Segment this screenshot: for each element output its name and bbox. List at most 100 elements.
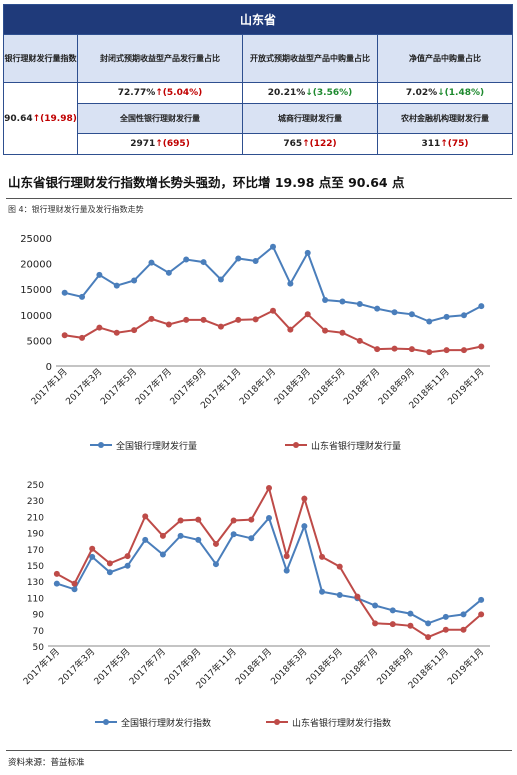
header-national: 全国性银行理财发行量 (77, 103, 243, 134)
x-tick-label: 2018年3月 (268, 646, 309, 687)
index-value: 90.64 (4, 113, 33, 124)
rural-value: 311 (421, 139, 441, 149)
data-point (425, 620, 432, 627)
y-tick-label: 10000 (20, 311, 52, 322)
header-open-share: 开放式预期收益型产品中购量占比 (242, 34, 378, 83)
data-point (113, 329, 120, 336)
data-point (212, 561, 219, 568)
data-point (235, 255, 242, 262)
data-point (248, 535, 255, 542)
y-tick-label: 25000 (20, 234, 52, 245)
divider-top (6, 198, 512, 199)
data-point (106, 569, 113, 576)
data-point (270, 243, 276, 250)
data-point (478, 596, 485, 603)
data-point (165, 321, 172, 328)
open-share-value: 20.21% (267, 88, 306, 98)
data-point (460, 347, 467, 354)
data-point (53, 580, 60, 587)
data-point (96, 324, 103, 331)
y-tick-label: 170 (27, 546, 44, 556)
data-point (61, 289, 68, 296)
legend-label-2: 山东省银行理财发行指数 (292, 717, 391, 729)
data-point (391, 345, 398, 352)
open-share-cell: 20.21%↓(3.56%) (242, 82, 378, 104)
data-point (322, 327, 329, 334)
x-tick-label: 2018年5月 (303, 646, 344, 687)
legend-marker-1 (103, 719, 109, 725)
data-point (131, 277, 138, 284)
city-change: ↑(122) (302, 139, 337, 149)
data-point (79, 293, 86, 300)
data-point (287, 326, 294, 333)
data-point (183, 316, 190, 323)
y-tick-label: 0 (46, 362, 52, 373)
data-point (460, 626, 467, 633)
data-point (408, 311, 415, 318)
data-point (165, 269, 172, 276)
volume-chart: 05000100001500020000250002017年1月2017年3月2… (20, 234, 490, 452)
series-line-2 (56, 485, 482, 639)
legend-marker-2 (293, 442, 299, 448)
y-tick-label: 15000 (20, 285, 52, 296)
city-cell: 765↑(122) (242, 133, 378, 155)
data-point (195, 536, 202, 543)
data-point (426, 349, 433, 356)
data-point (71, 586, 78, 593)
data-point (159, 532, 166, 539)
data-point (89, 553, 96, 560)
data-point (374, 346, 381, 353)
data-point (442, 613, 449, 620)
y-tick-label: 250 (27, 481, 44, 491)
data-point (336, 563, 343, 570)
closed-share-cell: 72.77%↑(5.04%) (77, 82, 243, 104)
y-tick-label: 110 (27, 594, 44, 604)
data-point (177, 532, 184, 539)
y-tick-label: 150 (27, 562, 44, 572)
data-point (96, 271, 103, 278)
y-tick-label: 130 (27, 578, 44, 588)
data-point (391, 309, 398, 316)
data-point (283, 567, 290, 574)
x-tick-label: 2017年5月 (98, 366, 139, 407)
data-point (389, 607, 396, 614)
x-tick-label: 2018年7月 (339, 646, 380, 687)
x-tick-label: 2019年1月 (445, 366, 486, 407)
data-point (266, 515, 272, 522)
data-point (322, 296, 329, 303)
data-point (354, 593, 361, 600)
data-point (301, 523, 308, 530)
x-tick-label: 2019年1月 (445, 646, 486, 687)
data-point (407, 622, 414, 629)
x-tick-label: 2018年1月 (233, 646, 274, 687)
data-point (301, 495, 308, 502)
data-point (200, 316, 207, 323)
header-closed-share: 封闭式预期收益型产品发行量占比 (77, 34, 243, 83)
data-point (142, 513, 149, 520)
header-index: 银行理财发行量指数 (3, 34, 78, 83)
data-point (478, 343, 485, 350)
y-tick-label: 190 (27, 530, 44, 540)
data-point (124, 553, 131, 560)
closed-share-value: 72.77% (117, 88, 156, 98)
header-city: 城商行理财发行量 (242, 103, 378, 134)
data-point (142, 536, 149, 543)
data-point (106, 560, 113, 567)
national-cell: 2971↑(695) (77, 133, 243, 155)
data-point (304, 249, 311, 256)
data-point (372, 620, 379, 627)
x-tick-label: 2018年3月 (271, 366, 312, 407)
figure-label: 图 4：银行理财发行量及发行指数走势 (8, 205, 144, 214)
index-value-cell: 90.64↑(19.98) (3, 82, 78, 155)
data-point (148, 259, 155, 266)
header-nav-share: 净值产品中购量占比 (376, 34, 514, 83)
data-point (195, 516, 202, 523)
data-point (124, 562, 131, 569)
data-point (389, 621, 396, 628)
summary-table: 山东省 银行理财发行量指数 封闭式预期收益型产品发行量占比 开放式预期收益型产品… (2, 4, 514, 155)
data-point (212, 540, 219, 547)
data-point (425, 634, 432, 641)
data-point (426, 318, 433, 325)
data-point (339, 329, 346, 336)
data-point (319, 553, 326, 560)
